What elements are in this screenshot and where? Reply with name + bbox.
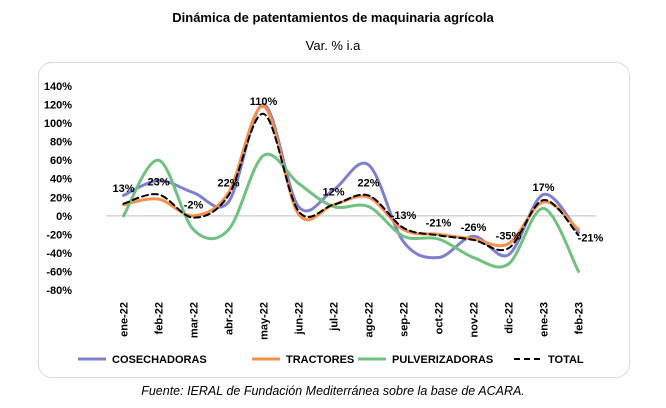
x-tick-label: nov-22 [469, 302, 481, 337]
y-tick-label: 140% [44, 81, 72, 93]
y-tick-label: -80% [46, 285, 72, 297]
x-tick-label: ene-22 [119, 302, 131, 337]
series-line-cosechadoras [122, 103, 580, 260]
chart-title: Dinámica de patentamientos de maquinaria… [172, 10, 494, 25]
x-tick-label: abr-22 [224, 302, 236, 335]
data-label: 17% [532, 182, 554, 194]
data-label: 110% [250, 96, 278, 108]
data-label: -26% [461, 222, 487, 234]
y-tick-label: -60% [46, 266, 72, 278]
x-tick-label: oct-22 [434, 302, 446, 334]
x-tick-label: mar-22 [189, 302, 201, 338]
y-tick-label: -20% [46, 229, 72, 241]
legend-label-cosechadoras: COSECHADORAS [112, 354, 207, 366]
y-tick-label: -40% [46, 248, 72, 260]
legend-label-pulverizadoras: PULVERIZADORAS [392, 354, 493, 366]
series-line-total [122, 112, 580, 252]
y-tick-label: 100% [44, 118, 72, 130]
x-tick-label: ene-23 [539, 302, 551, 337]
data-label: 22% [217, 177, 239, 189]
data-label: 23% [147, 176, 169, 188]
data-label: -21% [426, 217, 452, 229]
y-tick-label: 0% [56, 211, 72, 223]
data-label: 12% [322, 187, 344, 199]
x-tick-label: may-22 [259, 302, 271, 340]
y-tick-label: 20% [50, 192, 72, 204]
data-label: 22% [357, 177, 379, 189]
chart-frame [38, 62, 630, 378]
y-tick-label: 40% [50, 174, 72, 186]
x-tick-label: sep-22 [399, 302, 411, 337]
legend-label-tractores: TRACTORES [286, 354, 354, 366]
data-label: -2% [184, 200, 204, 212]
y-tick-label: 60% [50, 155, 72, 167]
chart-source: Fuente: IERAL de Fundación Mediterránea … [141, 384, 525, 398]
x-tick-label: jun-22 [294, 302, 306, 335]
x-tick-label: feb-23 [574, 302, 586, 334]
legend-label-total: TOTAL [548, 354, 584, 366]
data-label: -21% [578, 232, 604, 244]
x-tick-label: dic-22 [504, 302, 516, 334]
data-label: -35% [496, 230, 522, 242]
y-tick-label: 120% [44, 100, 72, 112]
y-tick-label: 80% [50, 137, 72, 149]
x-tick-label: feb-22 [154, 302, 166, 334]
data-label: -13% [391, 210, 417, 222]
chart-subtitle: Var. % i.a [305, 38, 361, 53]
x-tick-label: jul-22 [329, 302, 341, 332]
data-label: 13% [112, 183, 134, 195]
x-tick-label: ago-22 [364, 302, 376, 337]
